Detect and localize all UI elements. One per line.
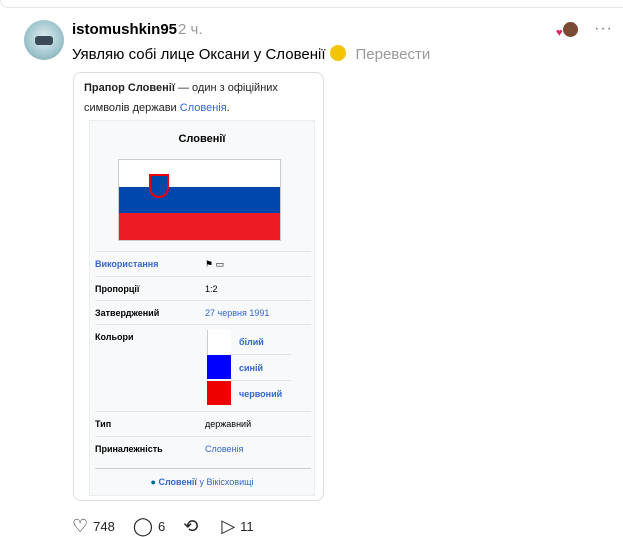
heart-outline-icon: ♡ bbox=[72, 516, 89, 536]
share-count: 11 bbox=[240, 519, 254, 534]
color-label: червоний bbox=[239, 389, 283, 399]
infobox: Словенії Використання ⚑ ▭ Пропорції 1:2 За… bbox=[89, 120, 315, 496]
row-key: Кольори bbox=[95, 332, 134, 342]
commons-icon: ● bbox=[150, 477, 156, 487]
row-key: Приналежність bbox=[95, 444, 163, 454]
like-button[interactable]: ♡ 748 bbox=[72, 516, 115, 537]
caption-end: . bbox=[226, 102, 230, 114]
avatar-image bbox=[35, 36, 53, 45]
post-image[interactable]: Прапор Словенії — один з офіційних симво… bbox=[73, 72, 324, 501]
laughing-emoji-icon bbox=[329, 45, 346, 61]
previous-post-border bbox=[0, 0, 623, 8]
row-affiliation: Приналежність Словенія bbox=[95, 436, 311, 454]
action-bar: ♡ 748 ◯ 6 ⟲ ▷ 11 bbox=[72, 516, 272, 537]
row-colors: Кольори білий синій червоний bbox=[95, 324, 311, 409]
repost-button[interactable]: ⟲ bbox=[183, 516, 203, 537]
caption-link: Словенія bbox=[179, 102, 227, 114]
caption-text: — один з офіційних символів держави bbox=[84, 82, 278, 114]
commons-link: ● Словенії у Вікісховищі bbox=[90, 477, 314, 487]
footer-text: у Вікісховищі bbox=[196, 477, 254, 487]
repost-icon: ⟲ bbox=[183, 516, 199, 536]
row-value: Словенія bbox=[205, 444, 244, 454]
color-swatch-blue bbox=[207, 355, 231, 379]
reaction-avatar[interactable]: ♥ bbox=[556, 22, 578, 39]
color-label: синій bbox=[239, 363, 264, 373]
more-options-icon[interactable]: ··· bbox=[594, 20, 613, 37]
row-usage: Використання ⚑ ▭ bbox=[95, 251, 311, 269]
row-key: Використання bbox=[95, 259, 159, 269]
like-count: 748 bbox=[93, 519, 115, 534]
share-button[interactable]: ▷ 11 bbox=[221, 516, 253, 537]
avatar[interactable] bbox=[24, 20, 64, 60]
caption-bold: Прапор Словенії bbox=[84, 82, 175, 94]
row-key: Тип bbox=[95, 419, 112, 429]
row-adopted: Затверджений 27 червня 1991 bbox=[95, 300, 311, 318]
post-text-content: Уявляю собі лице Оксани у Словенії bbox=[72, 46, 326, 63]
heart-icon: ♥ bbox=[556, 27, 563, 39]
row-type: Тип державний bbox=[95, 411, 311, 429]
row-value: 27 червня 1991 bbox=[205, 308, 270, 318]
username[interactable]: istomushkin95 bbox=[72, 21, 178, 38]
comment-count: 6 bbox=[158, 519, 166, 534]
row-value: державний bbox=[205, 419, 252, 429]
row-value: ⚑ ▭ bbox=[205, 259, 225, 269]
infobox-title: Словенії bbox=[178, 133, 226, 145]
send-icon: ▷ bbox=[221, 516, 236, 536]
reactor-avatar bbox=[563, 22, 578, 37]
row-key: Затверджений bbox=[95, 308, 160, 318]
row-proportions: Пропорції 1:2 bbox=[95, 276, 311, 294]
slovenia-flag bbox=[118, 159, 281, 241]
translate-link[interactable]: Перевести bbox=[355, 46, 431, 63]
comment-button[interactable]: ◯ 6 bbox=[133, 516, 165, 537]
image-caption: Прапор Словенії — один з офіційних симво… bbox=[84, 78, 314, 118]
post-text: Уявляю собі лице Оксани у Словенії Переве… bbox=[72, 45, 430, 63]
coat-of-arms-icon bbox=[149, 174, 169, 198]
footer-link: Словенії bbox=[158, 477, 197, 487]
color-swatch-white bbox=[207, 330, 231, 354]
comment-icon: ◯ bbox=[132, 516, 153, 536]
row-key: Пропорції bbox=[95, 284, 140, 294]
color-swatch-red bbox=[207, 381, 231, 405]
post-time: 2 ч. bbox=[178, 21, 203, 38]
row-value: 1:2 bbox=[205, 284, 218, 294]
color-label: білий bbox=[239, 337, 264, 347]
